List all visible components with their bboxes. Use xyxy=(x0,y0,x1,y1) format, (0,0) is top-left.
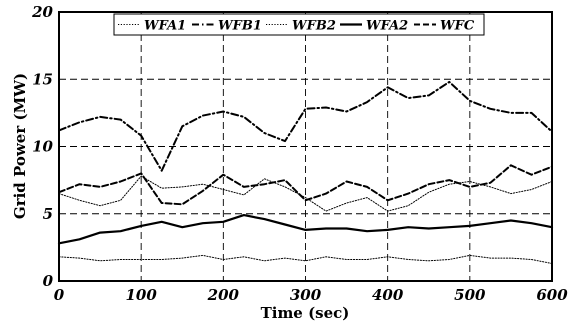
y-tick-label: 10 xyxy=(32,138,53,156)
x-tick-label: 500 xyxy=(454,286,486,304)
series-line-wfb1 xyxy=(58,80,553,172)
plot-frame xyxy=(58,11,553,282)
x-axis-label: Time (sec) xyxy=(261,304,350,322)
legend-label: WFB2 xyxy=(292,19,336,34)
series-line-wfa2 xyxy=(57,214,554,245)
x-tick-label: 0 xyxy=(54,286,65,304)
series-layer xyxy=(57,80,554,264)
x-tick-label: 400 xyxy=(372,286,404,304)
y-tick-label: 5 xyxy=(43,205,53,223)
x-axis-ticks: 0 100 200 300 400 500 600 xyxy=(54,286,568,304)
x-tick-label: 600 xyxy=(536,286,568,304)
legend-label: WFC xyxy=(440,19,475,34)
legend: WFA1 WFB1 WFB2 WFA2 WFC xyxy=(113,13,485,36)
x-tick-label: 200 xyxy=(207,286,240,304)
y-axis-label: Grid Power (MW) xyxy=(11,73,29,219)
legend-label: WFA2 xyxy=(366,19,408,34)
x-tick-label: 300 xyxy=(290,286,322,304)
y-axis-ticks: 0 5 10 15 20 xyxy=(31,3,53,290)
y-tick-label: 20 xyxy=(31,3,53,21)
y-tick-label: 0 xyxy=(43,272,54,290)
legend-box xyxy=(113,13,485,36)
grid-lines xyxy=(59,12,552,281)
series-line-wfc xyxy=(58,164,553,206)
y-tick-label: 15 xyxy=(32,70,53,88)
legend-label: WFB1 xyxy=(218,19,262,34)
series-line-wfa1 xyxy=(58,175,553,212)
series-line-wfb2 xyxy=(58,254,553,264)
x-tick-label: 100 xyxy=(126,286,158,304)
legend-label: WFA1 xyxy=(144,19,186,34)
